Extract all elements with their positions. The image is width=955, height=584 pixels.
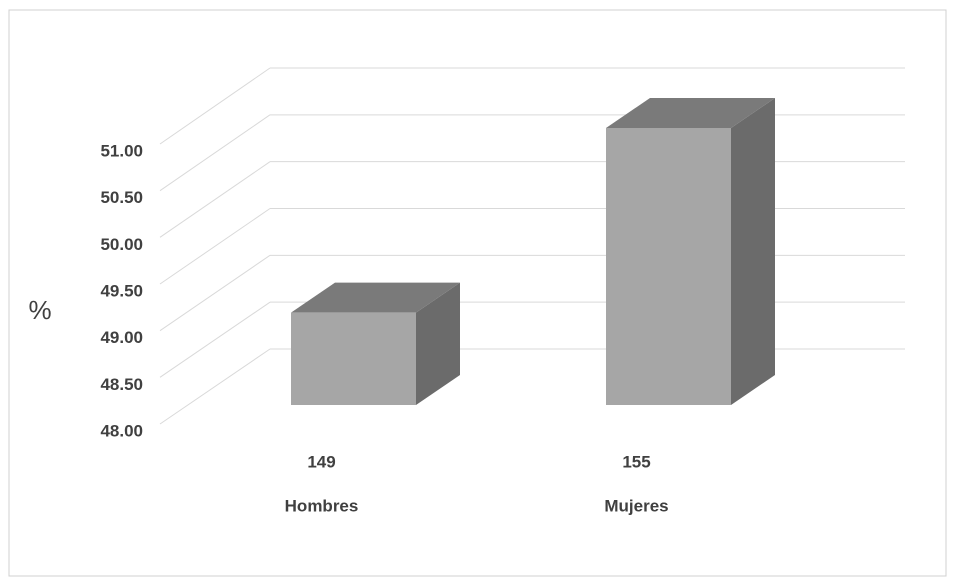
x-tick-label: Mujeres (604, 496, 668, 515)
grid-line-side (159, 348, 271, 425)
bar-top (606, 98, 775, 128)
bar-side (731, 98, 775, 405)
y-tick-label: 50.50 (100, 188, 143, 207)
y-tick-label: 49.50 (100, 281, 143, 300)
grid-line-side (159, 254, 271, 332)
bar-side (416, 282, 460, 405)
y-tick-label: 49.00 (100, 328, 143, 347)
y-tick-label: 51.00 (100, 141, 143, 160)
count-label: 155 (622, 452, 650, 471)
y-tick-label: 48.00 (100, 421, 143, 440)
grid-line-side (159, 301, 271, 378)
bar-top (291, 282, 460, 313)
grid-line-side (159, 67, 271, 145)
grid-line-side (159, 208, 271, 285)
grid-line-side (159, 114, 271, 192)
y-tick-label: 50.00 (100, 235, 143, 254)
chart-frame (8, 9, 947, 577)
x-tick-label: Hombres (285, 496, 359, 515)
grid-line-side (159, 161, 271, 238)
bar (606, 128, 731, 405)
y-tick-label: 48.50 (100, 375, 143, 394)
y-axis-label: % (28, 295, 51, 325)
bar (291, 312, 416, 405)
count-label: 149 (307, 452, 335, 471)
